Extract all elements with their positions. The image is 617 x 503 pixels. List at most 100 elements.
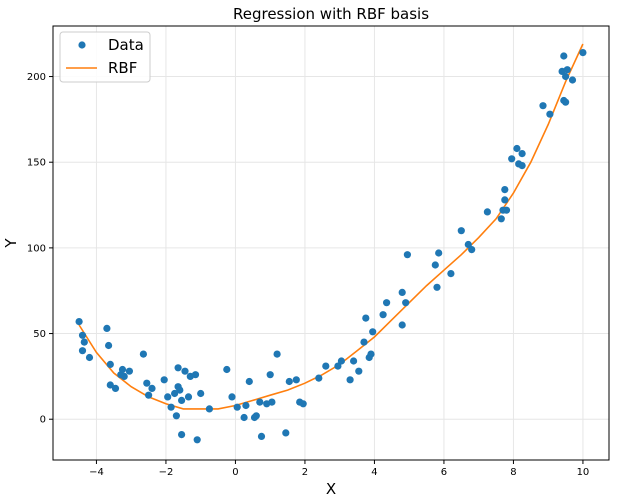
legend: Data RBF	[59, 31, 151, 83]
data-point	[228, 393, 236, 401]
data-point	[568, 76, 577, 84]
rbf-line-layer	[78, 43, 584, 410]
data-point	[160, 376, 168, 384]
data-point	[355, 367, 363, 375]
chart-title: Regression with RBF basis	[233, 5, 429, 23]
legend-label-rbf: RBF	[108, 59, 137, 77]
data-point	[172, 412, 180, 420]
data-point	[337, 357, 345, 365]
data-point	[346, 376, 354, 384]
data-point	[562, 98, 570, 106]
data-point	[178, 396, 186, 404]
y-tick-label: 0	[40, 415, 46, 426]
x-tick-label: 2	[302, 467, 308, 478]
data-point	[125, 367, 133, 375]
data-point	[223, 365, 231, 374]
data-point	[334, 362, 342, 370]
data-point	[242, 401, 250, 410]
data-point	[85, 353, 94, 362]
data-point	[103, 324, 111, 332]
data-point	[105, 341, 113, 350]
data-point	[398, 288, 406, 296]
data-point	[402, 299, 410, 307]
data-point	[483, 208, 491, 216]
data-point	[266, 371, 274, 379]
y-tick-label: 150	[27, 158, 46, 169]
data-point	[181, 367, 189, 375]
data-point	[362, 314, 370, 322]
data-point	[106, 360, 114, 368]
data-point	[111, 384, 120, 392]
data-point	[518, 150, 526, 158]
data-point	[148, 384, 156, 392]
data-point	[120, 372, 128, 380]
grid	[53, 26, 609, 460]
data-point	[367, 350, 375, 358]
data-point	[292, 376, 300, 384]
data-point	[256, 398, 264, 406]
data-point	[252, 412, 260, 420]
data-point	[398, 321, 406, 329]
x-tick-label: −4	[89, 467, 104, 478]
data-point	[191, 371, 200, 379]
y-tick-label: 100	[27, 243, 46, 254]
data-point	[560, 52, 568, 60]
x-axis-label: X	[326, 480, 336, 498]
x-tick-label: 4	[371, 467, 377, 478]
x-tick-label: −2	[159, 467, 174, 478]
data-point	[502, 206, 511, 214]
data-point	[497, 215, 505, 223]
data-point	[143, 379, 151, 387]
data-point	[579, 49, 587, 57]
data-point	[379, 311, 387, 319]
data-point	[315, 374, 323, 382]
data-point	[78, 331, 87, 339]
data-point	[80, 338, 88, 346]
data-point	[164, 393, 172, 401]
data-point	[457, 227, 465, 235]
legend-label-data: Data	[108, 36, 144, 54]
data-point	[167, 403, 175, 411]
data-point	[447, 270, 455, 278]
y-tick-label: 200	[27, 72, 46, 83]
data-point	[369, 328, 377, 336]
data-point	[508, 155, 516, 163]
data-point	[322, 362, 330, 370]
data-points-layer	[75, 49, 587, 444]
data-point	[403, 251, 411, 259]
y-axis-label: Y	[2, 238, 20, 249]
data-point	[299, 400, 307, 408]
data-point	[360, 338, 368, 346]
legend-marker-data	[78, 41, 86, 49]
data-point	[245, 377, 253, 386]
data-point	[431, 261, 439, 269]
data-point	[145, 391, 153, 399]
data-point	[464, 240, 472, 249]
data-point	[433, 283, 441, 291]
data-point	[171, 389, 179, 398]
data-point	[518, 162, 526, 170]
data-point	[468, 246, 476, 254]
data-point	[240, 413, 248, 422]
data-point	[118, 365, 127, 374]
data-point	[193, 436, 201, 444]
data-point	[350, 357, 358, 365]
data-point	[139, 350, 147, 358]
x-tick-label: 6	[441, 467, 447, 478]
x-tick-label: 8	[510, 467, 516, 478]
data-point	[546, 110, 554, 118]
data-point	[268, 398, 276, 406]
data-point	[562, 72, 570, 81]
data-point	[435, 249, 443, 257]
data-point	[78, 347, 87, 355]
data-point	[178, 431, 186, 439]
data-point	[383, 299, 391, 307]
data-point	[282, 429, 290, 437]
data-point	[513, 144, 521, 153]
x-tick-label: 0	[232, 467, 238, 478]
data-point	[174, 364, 182, 372]
plot-frame	[52, 25, 610, 461]
data-point	[563, 66, 571, 74]
